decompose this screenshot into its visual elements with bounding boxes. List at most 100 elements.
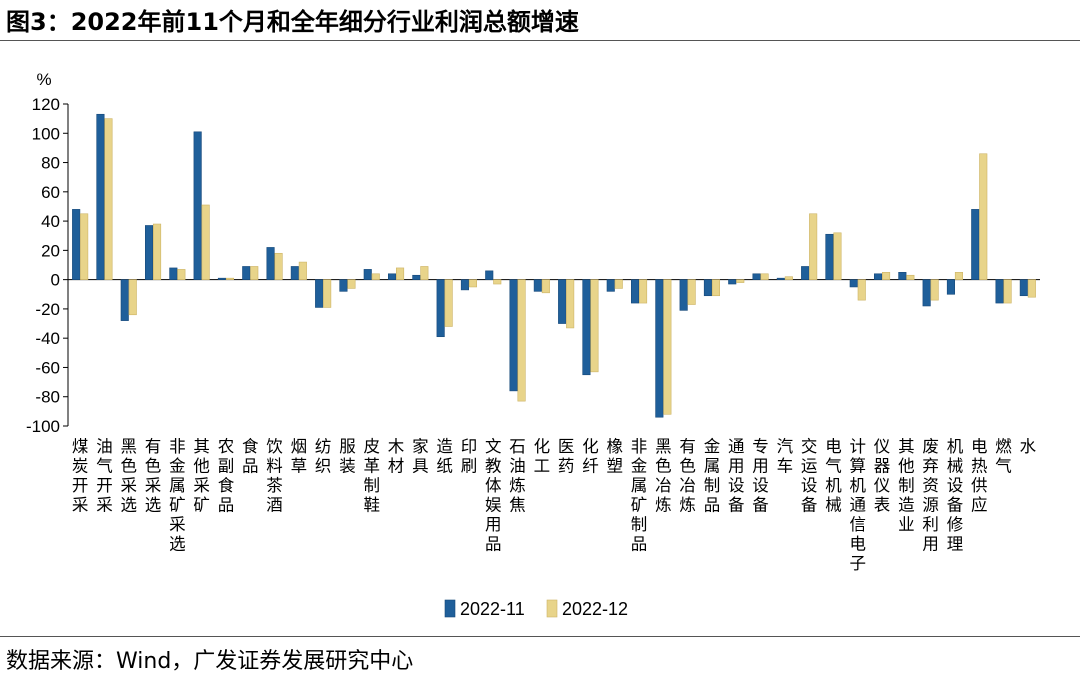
- category-label: 油气开采: [96, 437, 113, 515]
- category-label: 仪器仪表: [874, 437, 891, 515]
- y-tick-label: 20: [41, 241, 60, 260]
- bar-2022-11-通用设备: [728, 279, 737, 285]
- category-label: 家具: [412, 437, 429, 476]
- y-tick-label: 100: [32, 124, 60, 143]
- bar-2022-11-造纸: [436, 279, 445, 338]
- bar-2022-12-黑色冶炼: [663, 279, 672, 415]
- category-label: 农副食品: [218, 437, 235, 515]
- bar-2022-11-印刷: [460, 279, 470, 291]
- bar-2022-12-废弃资源利用: [930, 279, 939, 301]
- category-label: 木材: [388, 437, 405, 476]
- bar-2022-12-汽车: [784, 276, 793, 280]
- bar-2022-11-金属制品: [703, 279, 713, 297]
- legend-label-2022-11: 2022-11: [460, 599, 525, 619]
- bar-2022-12-化纤: [590, 279, 599, 373]
- bar-2022-12-水: [1027, 279, 1036, 298]
- bar-2022-11-其他制造业: [898, 272, 907, 280]
- bar-2022-11-燃气: [995, 279, 1004, 304]
- bar-2022-12-非金属矿制品: [638, 279, 648, 304]
- category-label: 废弃资源利用: [922, 437, 939, 554]
- bar-2022-11-服装: [339, 279, 348, 292]
- bar-2022-12-橡塑: [614, 279, 623, 289]
- bar-2022-12-油气开采: [104, 118, 113, 280]
- bar-2022-11-煤炭开采: [72, 209, 81, 280]
- bar-2022-11-其他采矿: [193, 131, 202, 280]
- bar-2022-12-电气机械: [833, 232, 842, 280]
- bar-2022-12-专用设备: [760, 273, 769, 280]
- bar-2022-11-木材: [387, 273, 397, 280]
- bar-2022-11-农副食品: [217, 277, 226, 280]
- y-tick-label: 120: [32, 95, 60, 114]
- bar-2022-12-木材: [395, 267, 405, 280]
- bar-2022-11-家具: [412, 274, 421, 280]
- bar-2022-12-有色冶炼: [687, 279, 696, 305]
- category-label: 计算机通信电子: [850, 437, 867, 573]
- category-label: 电气机械: [825, 437, 842, 515]
- category-label: 饮料茶酒: [266, 437, 283, 515]
- bar-2022-11-医药: [558, 279, 567, 324]
- bar-2022-11-纺织: [315, 279, 324, 308]
- bar-2022-11-饮料茶酒: [266, 247, 275, 280]
- bar-2022-11-黑色采选: [120, 279, 129, 321]
- bar-2022-11-机械设备修理: [946, 279, 956, 295]
- legend-swatch-2022-12: [546, 599, 558, 618]
- category-label: 非金属矿采选: [169, 437, 186, 554]
- bar-2022-12-计算机通信电子: [857, 279, 866, 301]
- category-label: 纺织: [315, 437, 332, 476]
- bar-2022-12-电热供应: [979, 153, 988, 280]
- y-tick-label: -100: [26, 417, 60, 436]
- y-axis: -100 -80 -60 -40 -20 0 20 40 60 80 100 120: [26, 95, 1040, 436]
- category-label: 造纸: [436, 437, 453, 476]
- bar-2022-12-服装: [347, 279, 356, 289]
- category-label: 皮革制鞋: [364, 437, 381, 515]
- bar-2022-11-文教体娱用品: [485, 270, 494, 280]
- bar-2022-12-机械设备修理: [954, 272, 964, 280]
- bar-2022-12-金属制品: [711, 279, 721, 297]
- bar-2022-12-化工: [541, 279, 550, 294]
- category-label: 化纤: [582, 437, 599, 476]
- legend-label-2022-12: 2022-12: [562, 599, 628, 619]
- bar-2022-12-家具: [420, 266, 429, 280]
- category-label: 医药: [558, 437, 575, 476]
- bar-2022-12-通用设备: [736, 279, 745, 283]
- bar-2022-11-电气机械: [825, 233, 834, 280]
- category-label: 化工: [534, 437, 551, 476]
- y-tick-label: -40: [35, 329, 60, 348]
- bar-2022-11-烟草: [290, 266, 299, 280]
- bar-2022-12-造纸: [444, 279, 453, 327]
- y-tick-label: -80: [35, 388, 60, 407]
- category-label: 燃气: [995, 437, 1012, 476]
- category-label: 食品: [242, 437, 259, 476]
- category-label: 黑色冶炼: [655, 437, 672, 515]
- bar-2022-12-有色采选: [153, 223, 162, 280]
- bar-2022-11-专用设备: [752, 273, 761, 280]
- category-label: 印刷: [461, 437, 478, 476]
- source-note: 数据来源：Wind，广发证券发展研究中心: [6, 649, 414, 674]
- bar-2022-12-石油炼焦: [517, 279, 526, 402]
- bar-2022-11-皮革制鞋: [363, 269, 372, 280]
- bar-2022-11-化纤: [582, 279, 591, 376]
- bar-2022-11-有色采选: [145, 225, 154, 280]
- category-label: 烟草: [291, 437, 308, 476]
- bar-2022-11-汽车: [776, 277, 785, 280]
- bar-2022-11-电热供应: [971, 209, 980, 280]
- bar-2022-12-农副食品: [225, 277, 234, 280]
- bar-2022-12-饮料茶酒: [274, 252, 283, 280]
- category-label: 金属制品: [704, 437, 721, 515]
- category-label: 汽车: [777, 437, 794, 476]
- bar-2022-12-医药: [566, 279, 575, 329]
- category-label: 通用设备: [728, 437, 745, 515]
- bar-2022-11-橡塑: [606, 279, 615, 292]
- y-tick-label: 80: [41, 154, 60, 173]
- category-label: 水: [1020, 437, 1037, 456]
- y-tick-label: 0: [51, 271, 60, 290]
- category-label: 其他制造业: [898, 437, 915, 534]
- y-tick-label: -60: [35, 358, 60, 377]
- bar-2022-12-燃气: [1003, 279, 1012, 304]
- y-axis-unit-label: %: [36, 70, 51, 89]
- y-tick-label: 40: [41, 212, 60, 231]
- bar-2022-12-印刷: [468, 279, 478, 288]
- category-label: 专用设备: [752, 437, 769, 515]
- legend-swatch-2022-11: [444, 599, 456, 618]
- category-label: 煤炭开采: [72, 437, 89, 515]
